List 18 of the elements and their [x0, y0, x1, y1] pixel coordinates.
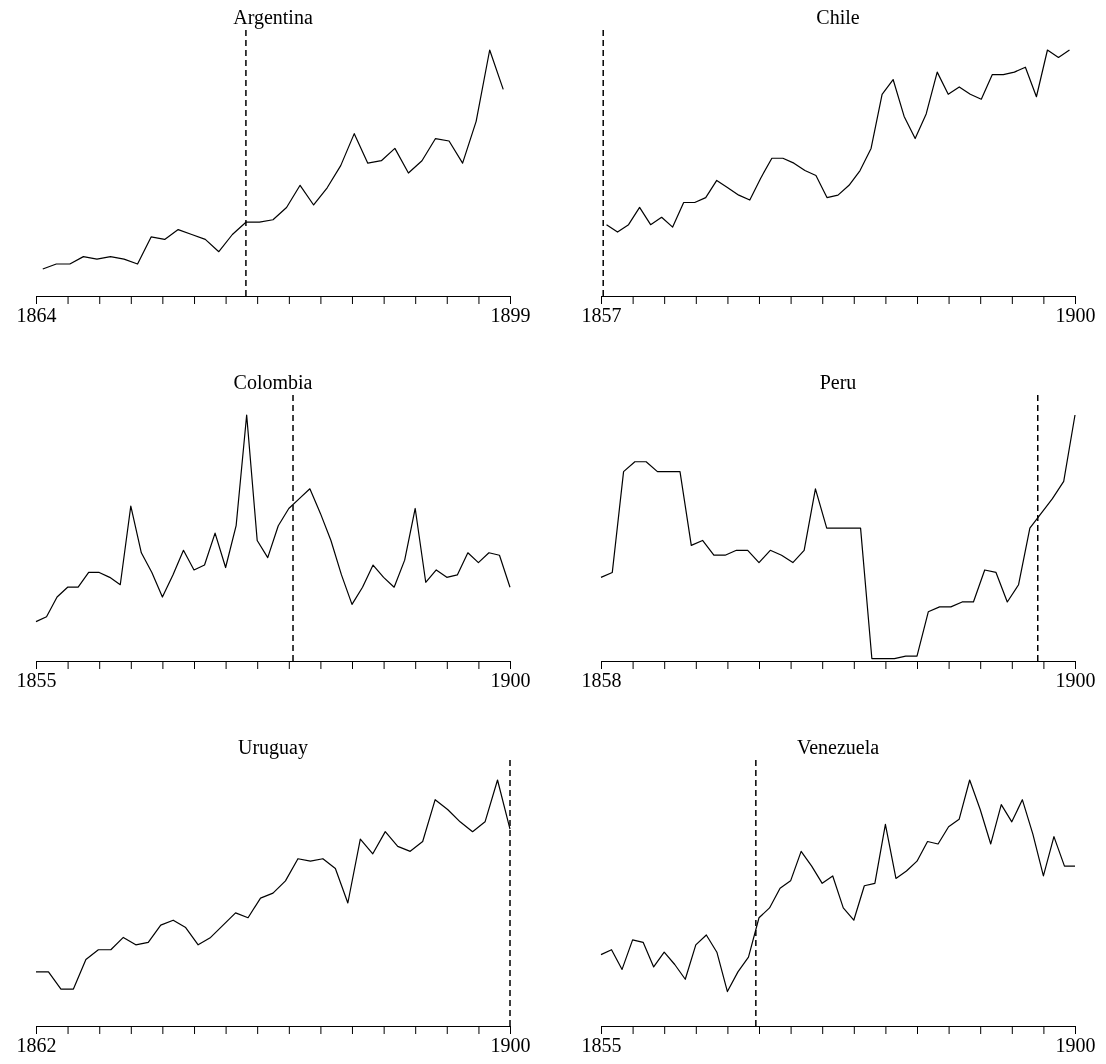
- x-tick-label: 1900: [1055, 1034, 1096, 1057]
- x-tick-label: 1900: [1055, 304, 1096, 327]
- x-tick-label: 1858: [581, 669, 622, 692]
- x-tick-label: 1857: [581, 304, 622, 327]
- chart-title: Uruguay: [238, 736, 308, 759]
- x-tick-label: 1864: [16, 304, 57, 327]
- chart-title: Venezuela: [796, 736, 880, 758]
- x-tick-label: 1862: [16, 1034, 57, 1057]
- x-tick-label: 1900: [490, 669, 531, 692]
- chart-title: Peru: [819, 371, 857, 393]
- x-tick-label: 1900: [490, 1034, 531, 1057]
- x-tick-label: 1899: [490, 304, 531, 327]
- x-tick-label: 1900: [1055, 669, 1096, 692]
- chart-title: Argentina: [233, 6, 313, 29]
- x-tick-label: 1855: [16, 669, 57, 692]
- chart-title: Chile: [816, 6, 860, 28]
- x-tick-label: 1855: [581, 1034, 622, 1057]
- chart-title: Colombia: [233, 371, 313, 393]
